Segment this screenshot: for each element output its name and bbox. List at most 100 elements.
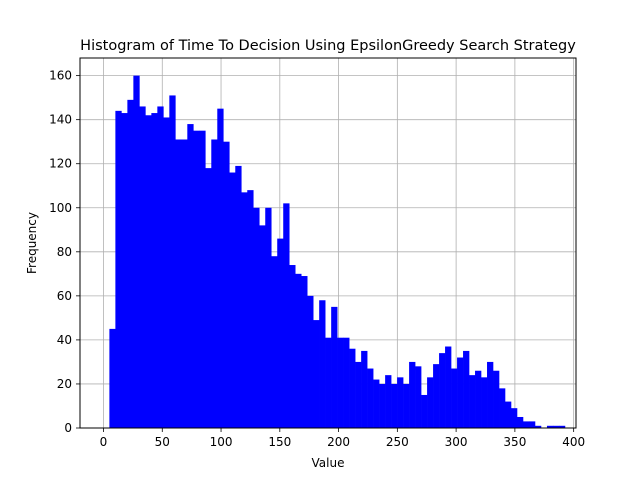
y-tick-label: 40	[57, 333, 72, 347]
histogram-bar	[205, 168, 212, 428]
histogram-bar	[367, 368, 374, 428]
histogram-bar	[528, 421, 536, 428]
x-tick-label: 400	[562, 435, 585, 449]
histogram-bar	[552, 425, 560, 428]
histogram-bar	[439, 353, 446, 428]
histogram-bar	[301, 276, 308, 428]
histogram-bar	[457, 357, 464, 428]
histogram-bar	[463, 350, 470, 428]
histogram-bar	[481, 377, 488, 428]
x-tick-label: 350	[503, 435, 526, 449]
histogram-bar	[499, 388, 506, 428]
histogram-bar	[313, 320, 320, 428]
histogram-bar	[505, 401, 512, 428]
histogram-bar	[193, 130, 200, 428]
y-tick-label: 160	[49, 69, 72, 83]
histogram-bar	[445, 346, 452, 428]
y-tick-label: 100	[49, 201, 72, 215]
x-tick-label: 250	[386, 435, 409, 449]
bars	[109, 75, 566, 429]
y-tick-label: 140	[49, 113, 72, 127]
histogram-bar	[259, 225, 266, 428]
histogram-bar	[397, 377, 404, 428]
histogram-bar	[373, 379, 380, 428]
histogram-bar	[229, 172, 236, 428]
histogram-bar	[133, 75, 140, 428]
x-tick-label: 100	[210, 435, 233, 449]
y-tick-label: 20	[57, 377, 72, 391]
histogram-bar	[145, 115, 152, 428]
histogram-bar	[337, 337, 344, 428]
x-tick-label: 200	[327, 435, 350, 449]
histogram-bar	[277, 238, 284, 428]
histogram-bar	[157, 106, 164, 428]
histogram-bar	[403, 383, 410, 428]
histogram-bar	[522, 421, 530, 428]
y-axis-label: Frequency	[25, 212, 39, 274]
histogram-bar	[151, 113, 158, 429]
chart-title: Histogram of Time To Decision Using Epsi…	[80, 38, 576, 54]
histogram-bar	[511, 408, 518, 428]
histogram-bar	[199, 130, 206, 428]
histogram-bar	[433, 364, 440, 428]
histogram-bar	[109, 328, 116, 428]
histogram-bar	[451, 368, 458, 428]
histogram-bar	[427, 377, 434, 428]
histogram-bar	[175, 139, 182, 428]
histogram-bar	[343, 337, 350, 428]
histogram-bar	[469, 375, 476, 428]
histogram-bar	[187, 124, 194, 429]
histogram-bar	[546, 425, 554, 428]
histogram-bar	[493, 370, 500, 428]
histogram-bar	[415, 366, 422, 428]
histogram-bar	[121, 113, 128, 429]
histogram-bar	[349, 348, 356, 428]
histogram-bar	[127, 99, 134, 428]
histogram-bar	[379, 383, 386, 428]
histogram-bar	[289, 265, 296, 428]
histogram-bar	[487, 361, 494, 428]
histogram-bar	[558, 425, 566, 428]
histogram-bar	[115, 110, 122, 428]
histogram-bar	[163, 117, 170, 428]
x-tick-label: 300	[445, 435, 468, 449]
histogram-bar	[241, 192, 248, 428]
histogram-bar	[361, 350, 368, 428]
histogram-bar	[534, 425, 542, 428]
y-tick-label: 60	[57, 289, 72, 303]
histogram-bar	[283, 203, 290, 428]
histogram-bar	[139, 106, 146, 428]
histogram-bar	[307, 295, 314, 428]
histogram-bar	[391, 383, 398, 428]
histogram-bar	[355, 361, 362, 428]
histogram-bar	[217, 108, 224, 429]
histogram-bar	[409, 361, 416, 428]
histogram-bar	[331, 306, 338, 428]
histogram-bar	[223, 141, 230, 428]
y-tick-label: 120	[49, 157, 72, 171]
x-tick-label: 150	[268, 435, 291, 449]
histogram-bar	[516, 416, 524, 428]
histogram-bar	[253, 207, 260, 428]
histogram-bar	[235, 165, 242, 428]
histogram-bar	[211, 139, 218, 428]
x-tick-label: 0	[100, 435, 108, 449]
y-tick-label: 80	[57, 245, 72, 259]
histogram-bar	[247, 190, 254, 428]
x-axis-ticks: 0 50 100 150 200 250 300 350 400	[100, 428, 585, 449]
x-tick-label: 50	[155, 435, 170, 449]
y-axis-ticks: 0 20 40 60 80 100 120 140 160	[49, 69, 80, 435]
histogram-bar	[319, 300, 326, 428]
histogram-bar	[295, 273, 302, 428]
x-axis-label: Value	[312, 456, 345, 470]
histogram-bar	[325, 337, 332, 428]
histogram-bar	[421, 394, 428, 428]
histogram-bar	[271, 256, 278, 428]
histogram-bar	[265, 207, 272, 428]
histogram-bar	[385, 375, 392, 428]
plot-frame	[79, 57, 577, 429]
histogram-bar	[475, 370, 482, 428]
y-tick-label: 0	[64, 421, 72, 435]
histogram-bar	[169, 95, 176, 428]
